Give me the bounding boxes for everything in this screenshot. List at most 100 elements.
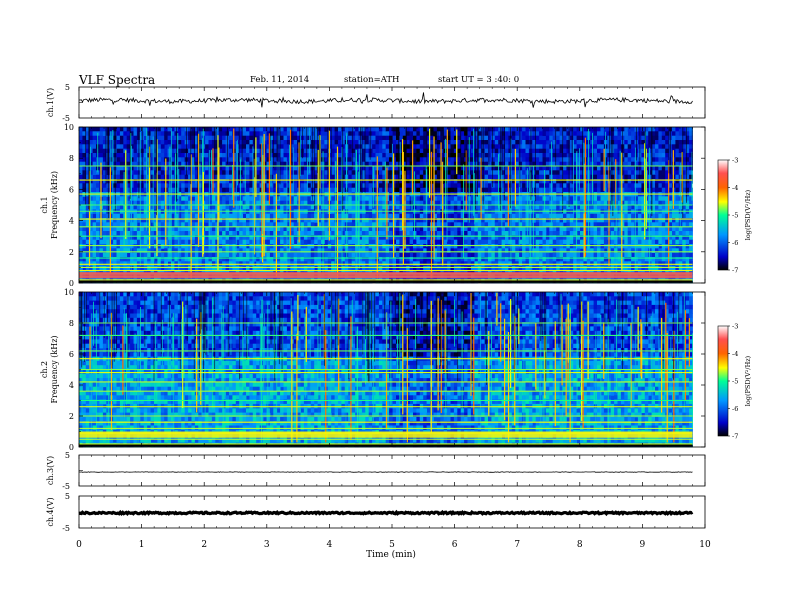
- spectrogram-cell: [334, 226, 339, 232]
- spectrogram-cell: [314, 244, 318, 249]
- spectrogram-cell: [491, 174, 496, 180]
- spectrogram-cell: [177, 200, 182, 206]
- spectrogram-cell: [82, 226, 87, 232]
- spectrogram-cell: [522, 135, 526, 141]
- spectrogram-cell: [470, 153, 475, 158]
- spectrogram-cell: [484, 140, 489, 145]
- spectrogram-cell: [82, 135, 87, 141]
- spectrogram-cell: [188, 265, 192, 271]
- spectrogram-cell: [290, 187, 295, 193]
- spectrogram-cell: [539, 148, 543, 154]
- spectrogram-cell: [460, 131, 465, 136]
- spectrogram-cell: [154, 252, 158, 258]
- spectrogram-cell: [515, 239, 520, 245]
- spectrogram-cell: [331, 261, 335, 266]
- spectrogram-cell: [126, 265, 131, 271]
- spectrogram-cell: [368, 174, 373, 180]
- spectrogram-cell: [511, 131, 516, 136]
- spectrogram-cell: [191, 144, 196, 149]
- spectrogram-cell: [154, 144, 158, 149]
- spectrogram-cell: [177, 174, 182, 180]
- spectrogram-cell: [491, 179, 496, 184]
- spectrogram-cell: [474, 235, 479, 240]
- spectrogram-cell: [79, 153, 83, 158]
- spectrogram-cell: [436, 166, 441, 171]
- spectrogram-cell: [389, 135, 393, 141]
- spectrogram-cell: [413, 144, 417, 149]
- spectrogram-cell: [130, 170, 134, 175]
- spectrogram-cell: [389, 265, 393, 271]
- spectrogram-cell: [205, 205, 209, 210]
- spectrogram-cell: [130, 235, 134, 240]
- spectrogram-cell: [522, 170, 526, 175]
- spectrogram-cell: [109, 265, 114, 271]
- spectrogram-cell: [409, 226, 414, 232]
- spectrogram-cell: [545, 157, 550, 162]
- spectrogram-cell: [283, 179, 288, 184]
- spectrogram-cell: [188, 187, 192, 193]
- spectrogram-cell: [409, 153, 414, 158]
- spectrogram-cell: [85, 166, 90, 171]
- spectrogram-cell: [215, 218, 220, 223]
- spectrogram-cell: [436, 161, 441, 167]
- spectrogram-cell: [167, 157, 172, 162]
- spectrogram-cell: [113, 235, 117, 240]
- spectrogram-cell: [116, 261, 121, 266]
- spectrogram-cell: [89, 213, 93, 219]
- spectrogram-cell: [92, 131, 97, 136]
- spectrogram-cell: [416, 226, 421, 232]
- spectrogram-cell: [382, 248, 387, 253]
- spectrogram-cell: [518, 213, 523, 219]
- spectrogram-cell: [453, 148, 458, 154]
- spectrogram-cell: [113, 265, 117, 271]
- spectrogram-cell: [283, 148, 288, 154]
- spectrogram-cell: [470, 261, 475, 266]
- spectrogram-cell: [460, 127, 465, 132]
- spectrogram-cell: [378, 131, 383, 136]
- spectrogram-cell: [545, 179, 550, 184]
- spectrogram-cell: [184, 187, 189, 193]
- spectrogram-cell: [508, 235, 513, 240]
- spectrogram-cell: [327, 248, 332, 253]
- spectrogram-cell: [351, 135, 356, 141]
- spectrogram-cell: [102, 213, 107, 219]
- spectrogram-cell: [263, 248, 267, 253]
- spectrogram-cell: [433, 170, 438, 175]
- spectrogram-cell: [324, 187, 329, 193]
- spectrogram-cell: [324, 252, 329, 258]
- spectrogram-cell: [413, 166, 417, 171]
- spectrogram-cell: [348, 252, 352, 258]
- spectrogram-cell: [150, 170, 155, 175]
- spectrogram-cell: [150, 226, 155, 232]
- spectrogram-cell: [96, 252, 100, 258]
- spectrogram-cell: [505, 200, 509, 206]
- spectrogram-cell: [539, 196, 543, 201]
- spectrogram-cell: [290, 196, 295, 201]
- spectrogram-cell: [549, 252, 554, 258]
- spectrogram-cell: [545, 252, 550, 258]
- spectrogram-cell: [140, 235, 145, 240]
- spectrogram-cell: [331, 235, 335, 240]
- spectrogram-cell: [85, 157, 90, 162]
- spectrogram-cell: [484, 153, 489, 158]
- spectrogram-cell: [92, 166, 97, 171]
- spectrogram-cell: [535, 244, 540, 249]
- spectrogram-cell: [457, 153, 462, 158]
- spectrogram-cell: [338, 213, 342, 219]
- spectrogram-cell: [85, 170, 90, 175]
- spectrogram-cell: [491, 244, 496, 249]
- spectrogram-cell: [470, 231, 475, 236]
- spectrogram-cell: [269, 226, 274, 232]
- spectrogram-cell: [290, 170, 295, 175]
- spectrogram-cell: [167, 248, 172, 253]
- spectrogram-cell: [396, 135, 400, 141]
- spectrogram-cell: [542, 131, 547, 136]
- spectrogram-cell: [293, 127, 298, 132]
- spectrogram-cell: [177, 226, 182, 232]
- spectrogram-cell: [535, 183, 540, 188]
- spectrogram-cell: [334, 187, 339, 193]
- spectrogram-cell: [436, 205, 441, 210]
- spectrogram-cell: [194, 218, 199, 223]
- spectrogram-cell: [314, 213, 318, 219]
- spectrogram-cell: [92, 140, 97, 145]
